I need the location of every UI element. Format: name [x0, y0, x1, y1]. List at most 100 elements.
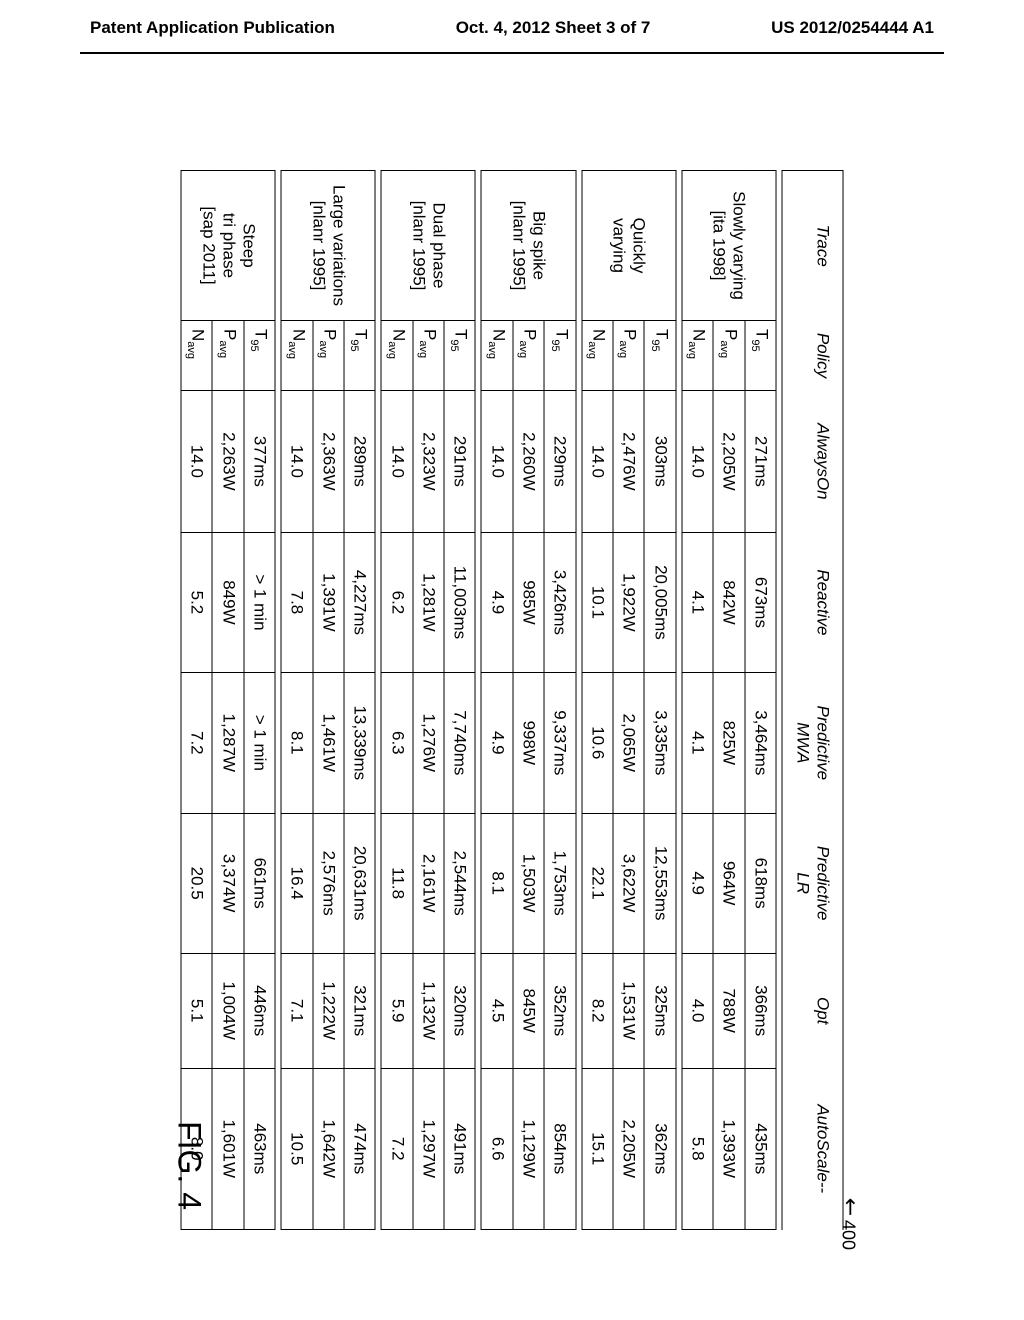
table-row: QuicklyvaryingT95303ms20,005ms3,335ms12,…: [644, 171, 675, 1230]
data-cell: 10.5: [281, 1068, 312, 1230]
metric-label-cell: Pavg: [413, 321, 444, 391]
data-cell: 1,287W: [212, 673, 243, 813]
data-cell: 1,297W: [413, 1068, 444, 1230]
data-cell: 2,323W: [413, 391, 444, 533]
data-cell: 4.1: [682, 532, 713, 672]
metric-label-cell: Navg: [482, 321, 513, 391]
data-cell: 2,065W: [613, 673, 644, 813]
col-policy: Policy: [782, 321, 843, 391]
data-cell: 2,476W: [613, 391, 644, 533]
data-cell: 854ms: [544, 1068, 575, 1230]
data-cell: 2,205W: [613, 1068, 644, 1230]
trace-name-cell: Large variations[nlanr 1995]: [281, 171, 375, 321]
data-cell: 4,227ms: [344, 532, 375, 672]
data-cell: 13,339ms: [344, 673, 375, 813]
data-cell: 4.9: [482, 532, 513, 672]
table-row: Pavg2,323W1,281W1,276W2,161W1,132W1,297W: [413, 171, 444, 1230]
table-row: Pavg2,476W1,922W2,065W3,622W1,531W2,205W: [613, 171, 644, 1230]
data-cell: 289ms: [344, 391, 375, 533]
data-cell: 1,132W: [413, 953, 444, 1068]
table-row: Pavg2,260W985W998W1,503W845W1,129W: [513, 171, 544, 1230]
trace-name-cell: Steeptri phase[sap 2011]: [181, 171, 275, 321]
table-header: Trace Policy AlwaysOn Reactive Predictiv…: [782, 171, 843, 1230]
data-cell: 1,222W: [313, 953, 344, 1068]
col-alwayson: AlwaysOn: [782, 391, 843, 533]
data-cell: 16.4: [281, 813, 312, 953]
data-cell: 5.2: [181, 532, 212, 672]
metric-label-cell: Navg: [682, 321, 713, 391]
header-divider: [80, 52, 944, 54]
data-cell: 14.0: [381, 391, 412, 533]
col-opt: Opt: [782, 953, 843, 1068]
metric-label-cell: Pavg: [313, 321, 344, 391]
metric-label-cell: T95: [344, 321, 375, 391]
data-cell: 842W: [713, 532, 744, 672]
data-cell: 1,129W: [513, 1068, 544, 1230]
col-predictive-lr-line2: LR: [793, 819, 813, 947]
data-cell: > 1 min: [244, 532, 275, 672]
table-row: Large variations[nlanr 1995]T95289ms4,22…: [344, 171, 375, 1230]
header-left: Patent Application Publication: [90, 18, 335, 38]
data-cell: 2,363W: [313, 391, 344, 533]
col-trace: Trace: [782, 171, 843, 321]
col-reactive: Reactive: [782, 532, 843, 672]
data-cell: 1,531W: [613, 953, 644, 1068]
data-cell: 1,276W: [413, 673, 444, 813]
data-cell: 5.1: [181, 953, 212, 1068]
metric-label-cell: Navg: [281, 321, 312, 391]
metric-label-cell: T95: [444, 321, 475, 391]
data-cell: 3,464ms: [745, 673, 776, 813]
data-cell: 4.5: [482, 953, 513, 1068]
data-cell: 9,337ms: [544, 673, 575, 813]
group-gap-row: [576, 171, 582, 1230]
table-header-row: Trace Policy AlwaysOn Reactive Predictiv…: [782, 171, 843, 1230]
data-cell: 7.2: [181, 673, 212, 813]
data-cell: 271ms: [745, 391, 776, 533]
data-cell: 6.2: [381, 532, 412, 672]
table-row: Slowly varying[ita 1998]T95271ms673ms3,4…: [745, 171, 776, 1230]
col-predictive-mwa-line2: MWA: [793, 679, 813, 807]
data-cell: 11,003ms: [444, 532, 475, 672]
data-cell: 4.9: [482, 673, 513, 813]
data-cell: 12,553ms: [644, 813, 675, 953]
table-row: Pavg2,363W1,391W1,461W2,576ms1,222W1,642…: [313, 171, 344, 1230]
header-center: Oct. 4, 2012 Sheet 3 of 7: [456, 18, 651, 38]
data-cell: 229ms: [544, 391, 575, 533]
metric-label-cell: Navg: [181, 321, 212, 391]
data-cell: 964W: [713, 813, 744, 953]
data-cell: 1,004W: [212, 953, 243, 1068]
data-cell: 845W: [513, 953, 544, 1068]
metric-label-cell: Navg: [582, 321, 613, 391]
data-cell: 15.1: [582, 1068, 613, 1230]
data-cell: 14.0: [482, 391, 513, 533]
trace-name-cell: Slowly varying[ita 1998]: [682, 171, 776, 321]
data-cell: 849W: [212, 532, 243, 672]
table-row: Big spike[nlanr 1995]T95229ms3,426ms9,33…: [544, 171, 575, 1230]
data-cell: 14.0: [281, 391, 312, 533]
data-cell: 14.0: [582, 391, 613, 533]
data-cell: 463ms: [244, 1068, 275, 1230]
data-cell: 7,740ms: [444, 673, 475, 813]
data-cell: 1,503W: [513, 813, 544, 953]
table-row: Pavg2,205W842W825W964W788W1,393W: [713, 171, 744, 1230]
col-predictive-lr: Predictive LR: [782, 813, 843, 953]
page-header: Patent Application Publication Oct. 4, 2…: [0, 0, 1024, 52]
data-cell: 14.0: [181, 391, 212, 533]
data-cell: 303ms: [644, 391, 675, 533]
data-cell: 491ms: [444, 1068, 475, 1230]
metric-label-cell: T95: [244, 321, 275, 391]
col-predictive-mwa: Predictive MWA: [782, 673, 843, 813]
data-cell: 1,753ms: [544, 813, 575, 953]
data-cell: 10.1: [582, 532, 613, 672]
data-cell: 362ms: [644, 1068, 675, 1230]
rotated-content: ↙ 400 Trace Policy AlwaysOn Reactive Pre…: [180, 170, 843, 1230]
data-cell: 7.8: [281, 532, 312, 672]
metric-label-cell: Pavg: [713, 321, 744, 391]
table-row: Navg14.04.14.14.94.05.8: [682, 171, 713, 1230]
data-cell: 3,335ms: [644, 673, 675, 813]
reference-numeral: ↙ 400: [836, 1198, 862, 1250]
data-table-container: Trace Policy AlwaysOn Reactive Predictiv…: [180, 170, 843, 1230]
figure-label: FIG. 4: [170, 1121, 207, 1210]
data-cell: 366ms: [745, 953, 776, 1068]
data-cell: 673ms: [745, 532, 776, 672]
